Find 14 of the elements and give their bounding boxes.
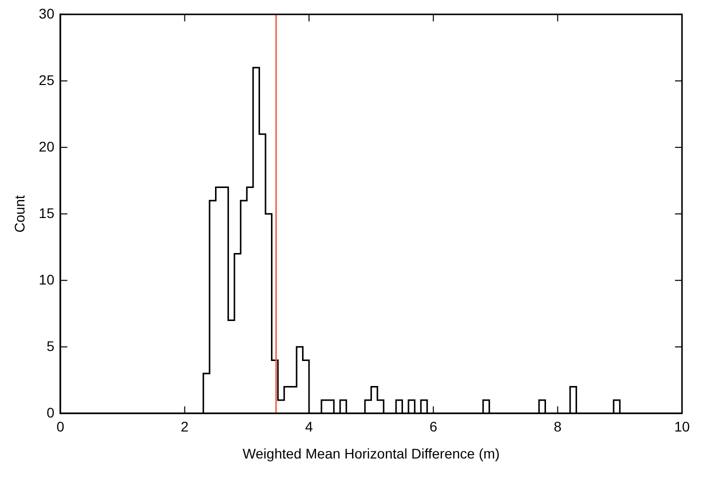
x-axis-title: Weighted Mean Horizontal Difference (m): [242, 445, 500, 462]
y-tick-label: 10: [38, 271, 55, 288]
x-tick-label: 8: [554, 418, 562, 435]
x-tick-label: 10: [674, 418, 690, 435]
y-tick-label: 5: [46, 338, 55, 354]
y-axis-title: Count: [11, 195, 28, 233]
y-tick-label: 15: [38, 204, 55, 221]
y-tick-label: 20: [38, 138, 55, 154]
x-tick-label: 6: [429, 418, 438, 435]
y-tick-label: 30: [38, 5, 55, 22]
y-tick-label: 25: [38, 72, 55, 88]
x-tick-label: 4: [305, 418, 314, 435]
y-tick-label: 0: [46, 404, 55, 420]
x-tick-label: 2: [180, 418, 189, 435]
